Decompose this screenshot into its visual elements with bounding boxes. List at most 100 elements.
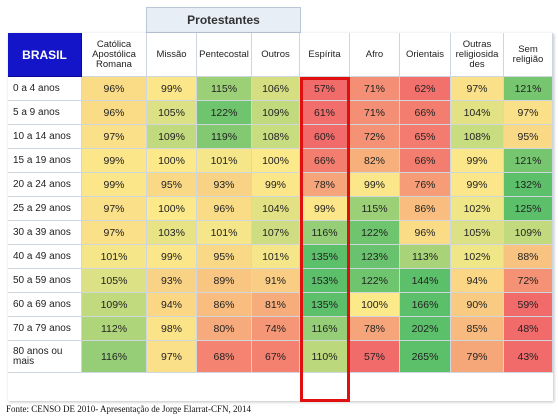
row-header: 25 a 29 anos	[8, 197, 82, 221]
value-cell: 82%	[350, 149, 400, 173]
value-cell: 66%	[300, 149, 350, 173]
value-cell: 95%	[504, 125, 553, 149]
religion-age-table: BRASIL Católica Apostólica Romana Missão Pe…	[8, 33, 553, 401]
value-cell: 97%	[504, 101, 553, 125]
value-cell: 116%	[300, 221, 350, 245]
value-cell: 135%	[300, 245, 350, 269]
value-cell: 99%	[147, 77, 197, 101]
value-cell: 202%	[400, 317, 451, 341]
row-header: 70 a 79 anos	[8, 317, 82, 341]
value-cell: 94%	[451, 269, 504, 293]
value-cell: 100%	[147, 197, 197, 221]
value-cell: 79%	[451, 341, 504, 373]
value-cell: 99%	[147, 245, 197, 269]
value-cell: 89%	[197, 269, 252, 293]
value-cell: 153%	[300, 269, 350, 293]
row-header: 20 a 24 anos	[8, 173, 82, 197]
value-cell: 99%	[300, 197, 350, 221]
value-cell: 96%	[197, 197, 252, 221]
column-header: Pentecostal	[197, 33, 252, 77]
value-cell: 116%	[82, 341, 147, 373]
value-cell: 78%	[300, 173, 350, 197]
column-header: Afro	[350, 33, 400, 77]
value-cell: 98%	[147, 317, 197, 341]
value-cell: 61%	[300, 101, 350, 125]
value-cell: 71%	[350, 101, 400, 125]
value-cell: 96%	[82, 101, 147, 125]
value-cell: 99%	[82, 173, 147, 197]
value-cell: 59%	[504, 293, 553, 317]
value-cell: 110%	[300, 341, 350, 373]
value-cell: 121%	[504, 149, 553, 173]
value-cell: 125%	[504, 197, 553, 221]
value-cell: 57%	[350, 341, 400, 373]
value-cell: 123%	[350, 245, 400, 269]
value-cell: 132%	[504, 173, 553, 197]
row-header: 5 a 9 anos	[8, 101, 82, 125]
value-cell: 86%	[197, 293, 252, 317]
row-header: 60 a 69 anos	[8, 293, 82, 317]
value-cell: 60%	[300, 125, 350, 149]
value-cell: 109%	[504, 221, 553, 245]
column-header: Missão	[147, 33, 197, 77]
value-cell: 48%	[504, 317, 553, 341]
brasil-corner-header: BRASIL	[8, 33, 82, 77]
value-cell: 43%	[504, 341, 553, 373]
value-cell: 97%	[82, 197, 147, 221]
value-cell: 103%	[147, 221, 197, 245]
value-cell: 94%	[147, 293, 197, 317]
value-cell: 97%	[451, 77, 504, 101]
value-cell: 85%	[451, 317, 504, 341]
value-cell: 113%	[400, 245, 451, 269]
column-header: Sem religião	[504, 33, 553, 77]
value-cell: 108%	[252, 125, 300, 149]
column-header: Espírita	[300, 33, 350, 77]
value-cell: 108%	[451, 125, 504, 149]
value-cell: 72%	[504, 269, 553, 293]
value-cell: 99%	[451, 173, 504, 197]
value-cell: 67%	[252, 341, 300, 373]
value-cell: 121%	[504, 77, 553, 101]
value-cell: 95%	[197, 245, 252, 269]
value-cell: 97%	[147, 341, 197, 373]
value-cell: 166%	[400, 293, 451, 317]
value-cell: 105%	[82, 269, 147, 293]
value-cell: 99%	[82, 149, 147, 173]
value-cell: 78%	[350, 317, 400, 341]
row-header: 15 a 19 anos	[8, 149, 82, 173]
value-cell: 97%	[82, 125, 147, 149]
value-cell: 144%	[400, 269, 451, 293]
value-cell: 100%	[350, 293, 400, 317]
value-cell: 80%	[197, 317, 252, 341]
row-header: 50 a 59 anos	[8, 269, 82, 293]
value-cell: 115%	[350, 197, 400, 221]
value-cell: 57%	[300, 77, 350, 101]
value-cell: 101%	[82, 245, 147, 269]
value-cell: 102%	[451, 245, 504, 269]
value-cell: 90%	[451, 293, 504, 317]
row-header: 80 anos ou mais	[8, 341, 82, 373]
value-cell: 68%	[197, 341, 252, 373]
value-cell: 119%	[197, 125, 252, 149]
value-cell: 100%	[252, 149, 300, 173]
value-cell: 99%	[451, 149, 504, 173]
value-cell: 96%	[82, 77, 147, 101]
column-header: Outros	[252, 33, 300, 77]
value-cell: 88%	[504, 245, 553, 269]
value-cell: 99%	[252, 173, 300, 197]
value-cell: 265%	[400, 341, 451, 373]
value-cell: 101%	[197, 149, 252, 173]
value-cell: 115%	[197, 77, 252, 101]
row-header: 40 a 49 anos	[8, 245, 82, 269]
value-cell: 97%	[82, 221, 147, 245]
value-cell: 66%	[400, 101, 451, 125]
value-cell: 81%	[252, 293, 300, 317]
value-cell: 106%	[252, 77, 300, 101]
value-cell: 95%	[147, 173, 197, 197]
value-cell: 66%	[400, 149, 451, 173]
value-cell: 74%	[252, 317, 300, 341]
value-cell: 122%	[350, 269, 400, 293]
value-cell: 96%	[400, 221, 451, 245]
value-cell: 109%	[147, 125, 197, 149]
value-cell: 91%	[252, 269, 300, 293]
